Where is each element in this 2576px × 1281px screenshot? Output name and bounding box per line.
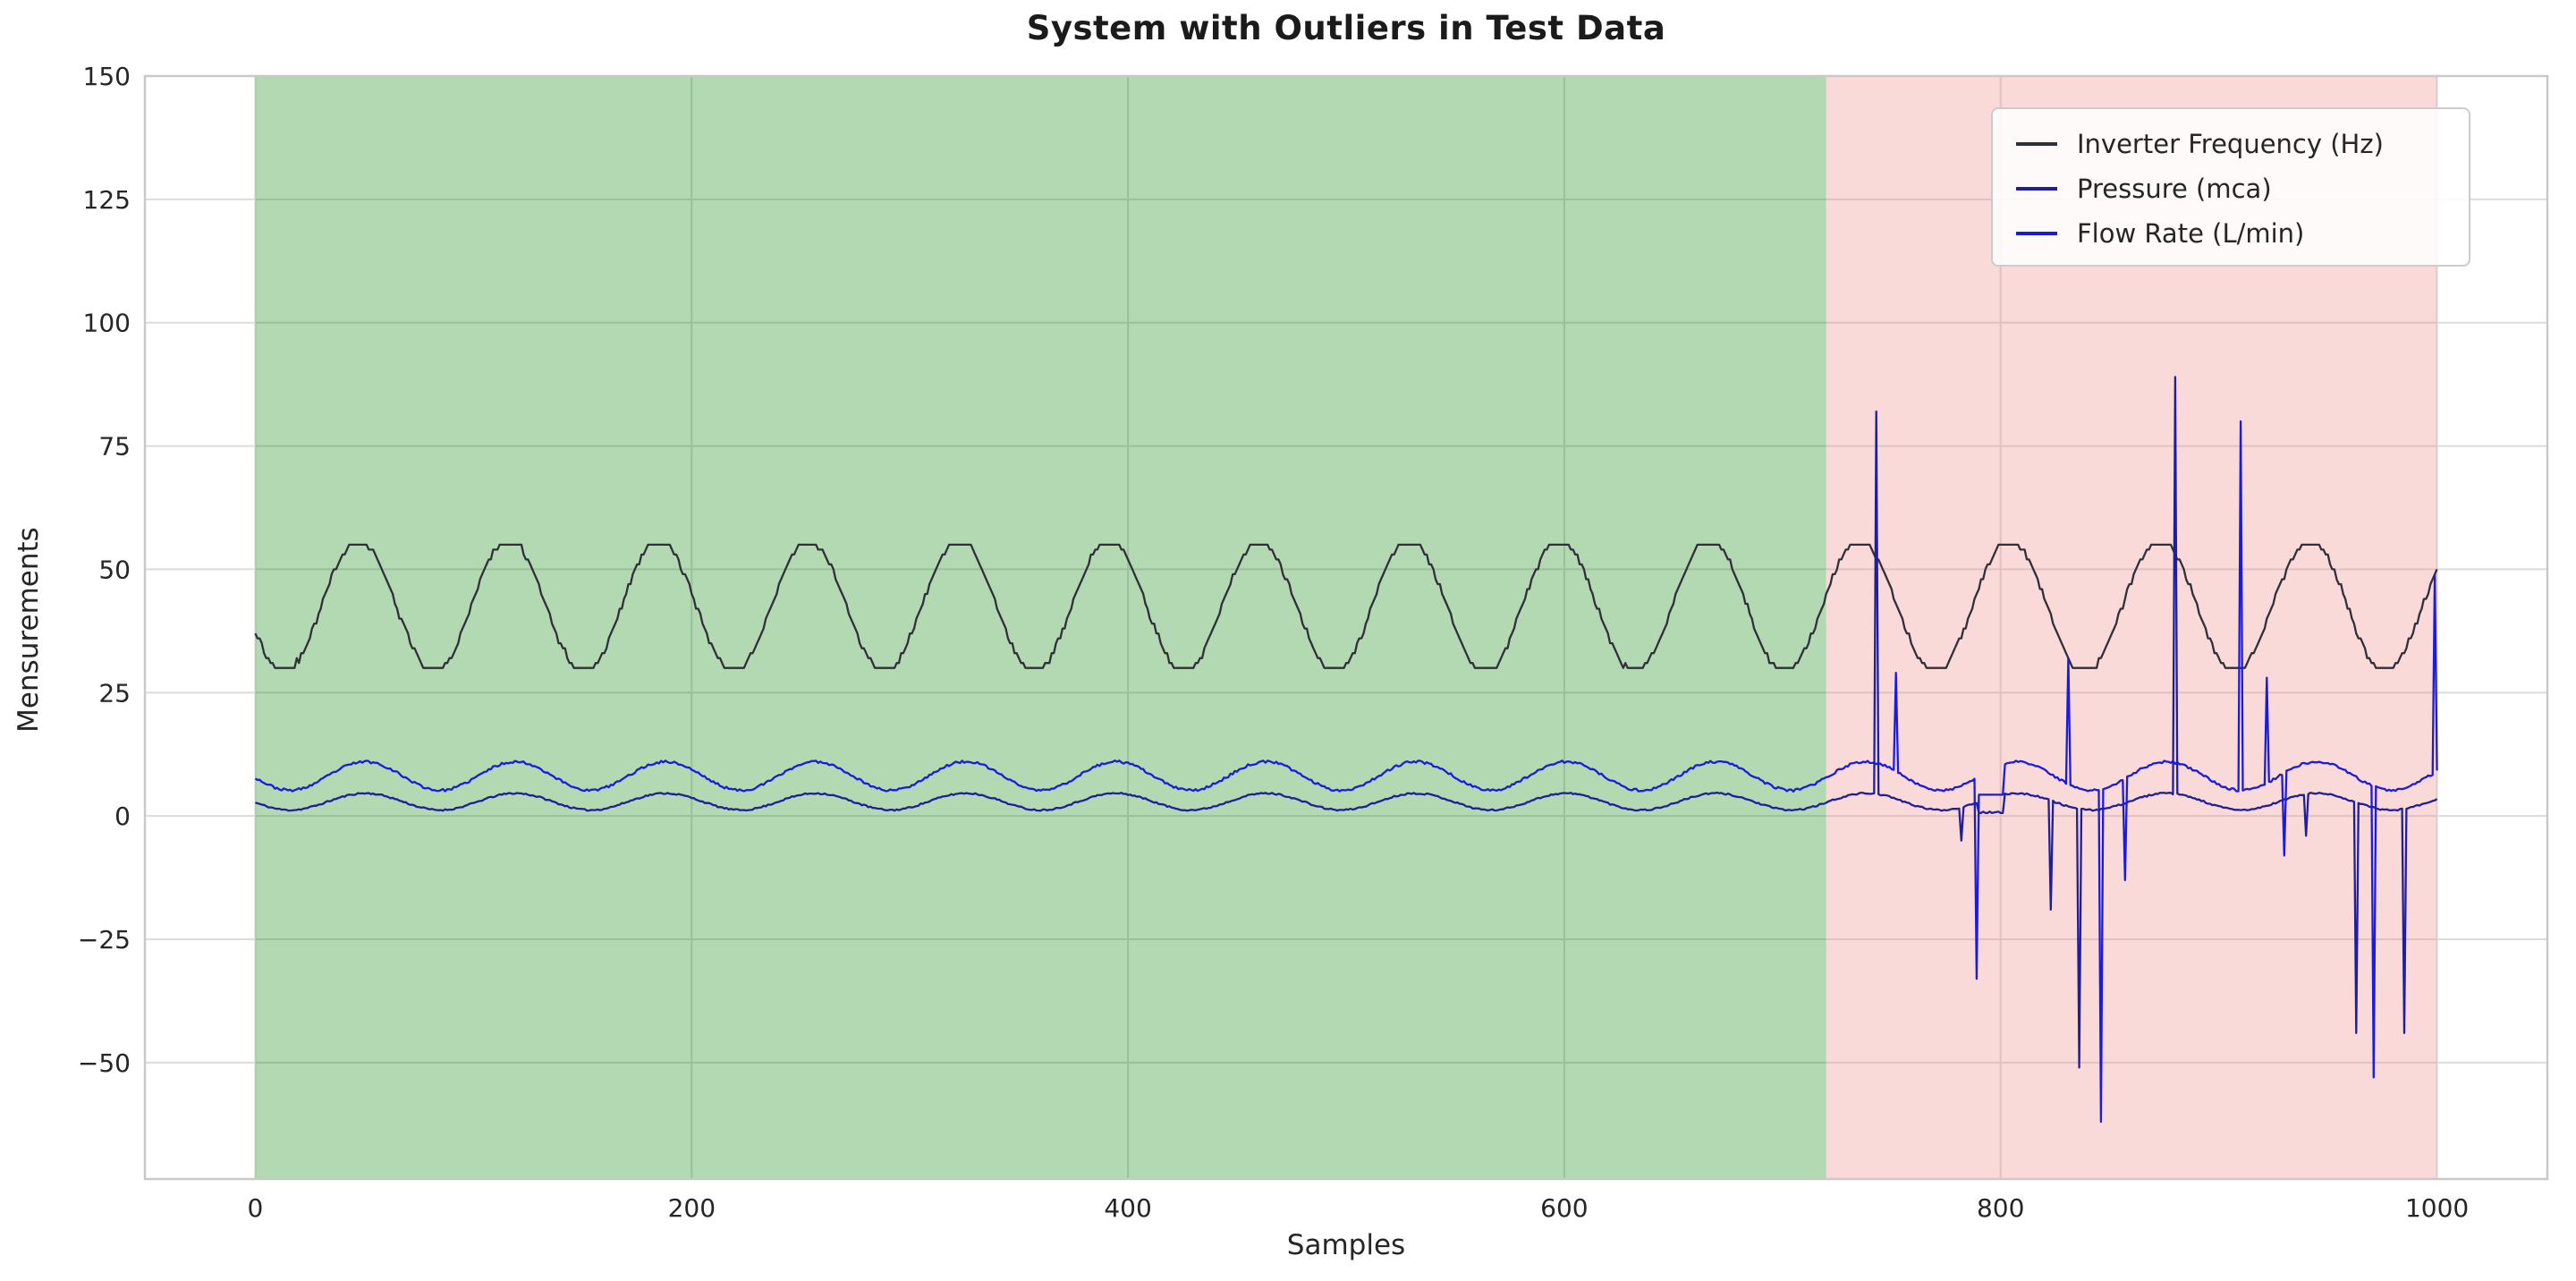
y-tick-label: 150 — [83, 62, 131, 91]
axes-spines — [143, 74, 2549, 1181]
series-line-2 — [254, 420, 2438, 1124]
y-tick-label: −50 — [78, 1048, 131, 1078]
y-tick-label: −25 — [78, 925, 131, 954]
y-tick-label: 25 — [98, 678, 131, 708]
legend-item-flow-rate: Flow Rate (L/min) — [2005, 212, 2460, 255]
x-tick-label: 800 — [1977, 1193, 2024, 1223]
x-tick-label: 200 — [668, 1193, 716, 1223]
flow-rate-line-swatch — [2016, 232, 2057, 235]
y-tick-label: 125 — [83, 185, 131, 215]
legend-label: Inverter Frequency (Hz) — [2077, 129, 2384, 159]
x-tick-label: 1000 — [2405, 1193, 2469, 1223]
series-line-1 — [255, 376, 2438, 1069]
train-normal-region — [255, 76, 1826, 1179]
y-tick-label: 75 — [98, 432, 131, 462]
y-tick-label: 100 — [83, 309, 131, 338]
legend-item-inverter-frequency: Inverter Frequency (Hz) — [2005, 123, 2460, 165]
x-axis-label: Samples — [1286, 1229, 1406, 1261]
pressure-line-swatch — [2016, 187, 2057, 191]
gridlines — [145, 75, 2547, 1179]
tick-labels: 150 125 100 75 50 25 0 −25 −50 0 200 400 600 800 1000 — [78, 62, 2469, 1223]
x-tick-label: 400 — [1104, 1193, 1151, 1223]
y-axis-label: Mensurements — [13, 527, 45, 733]
series-line-0 — [254, 543, 2438, 669]
legend: Inverter Frequency (Hz) Pressure (mca) F… — [1991, 107, 2470, 267]
legend-label: Pressure (mca) — [2077, 174, 2272, 204]
y-tick-label: 50 — [98, 555, 131, 584]
x-tick-label: 0 — [247, 1193, 263, 1223]
inverter-frequency-line-swatch — [2016, 142, 2057, 146]
y-tick-label: 0 — [114, 802, 131, 831]
chart-title: System with Outliers in Test Data — [1026, 9, 1666, 47]
legend-label: Flow Rate (L/min) — [2077, 218, 2305, 249]
legend-item-pressure: Pressure (mca) — [2005, 167, 2460, 210]
x-tick-label: 600 — [1540, 1193, 1588, 1223]
